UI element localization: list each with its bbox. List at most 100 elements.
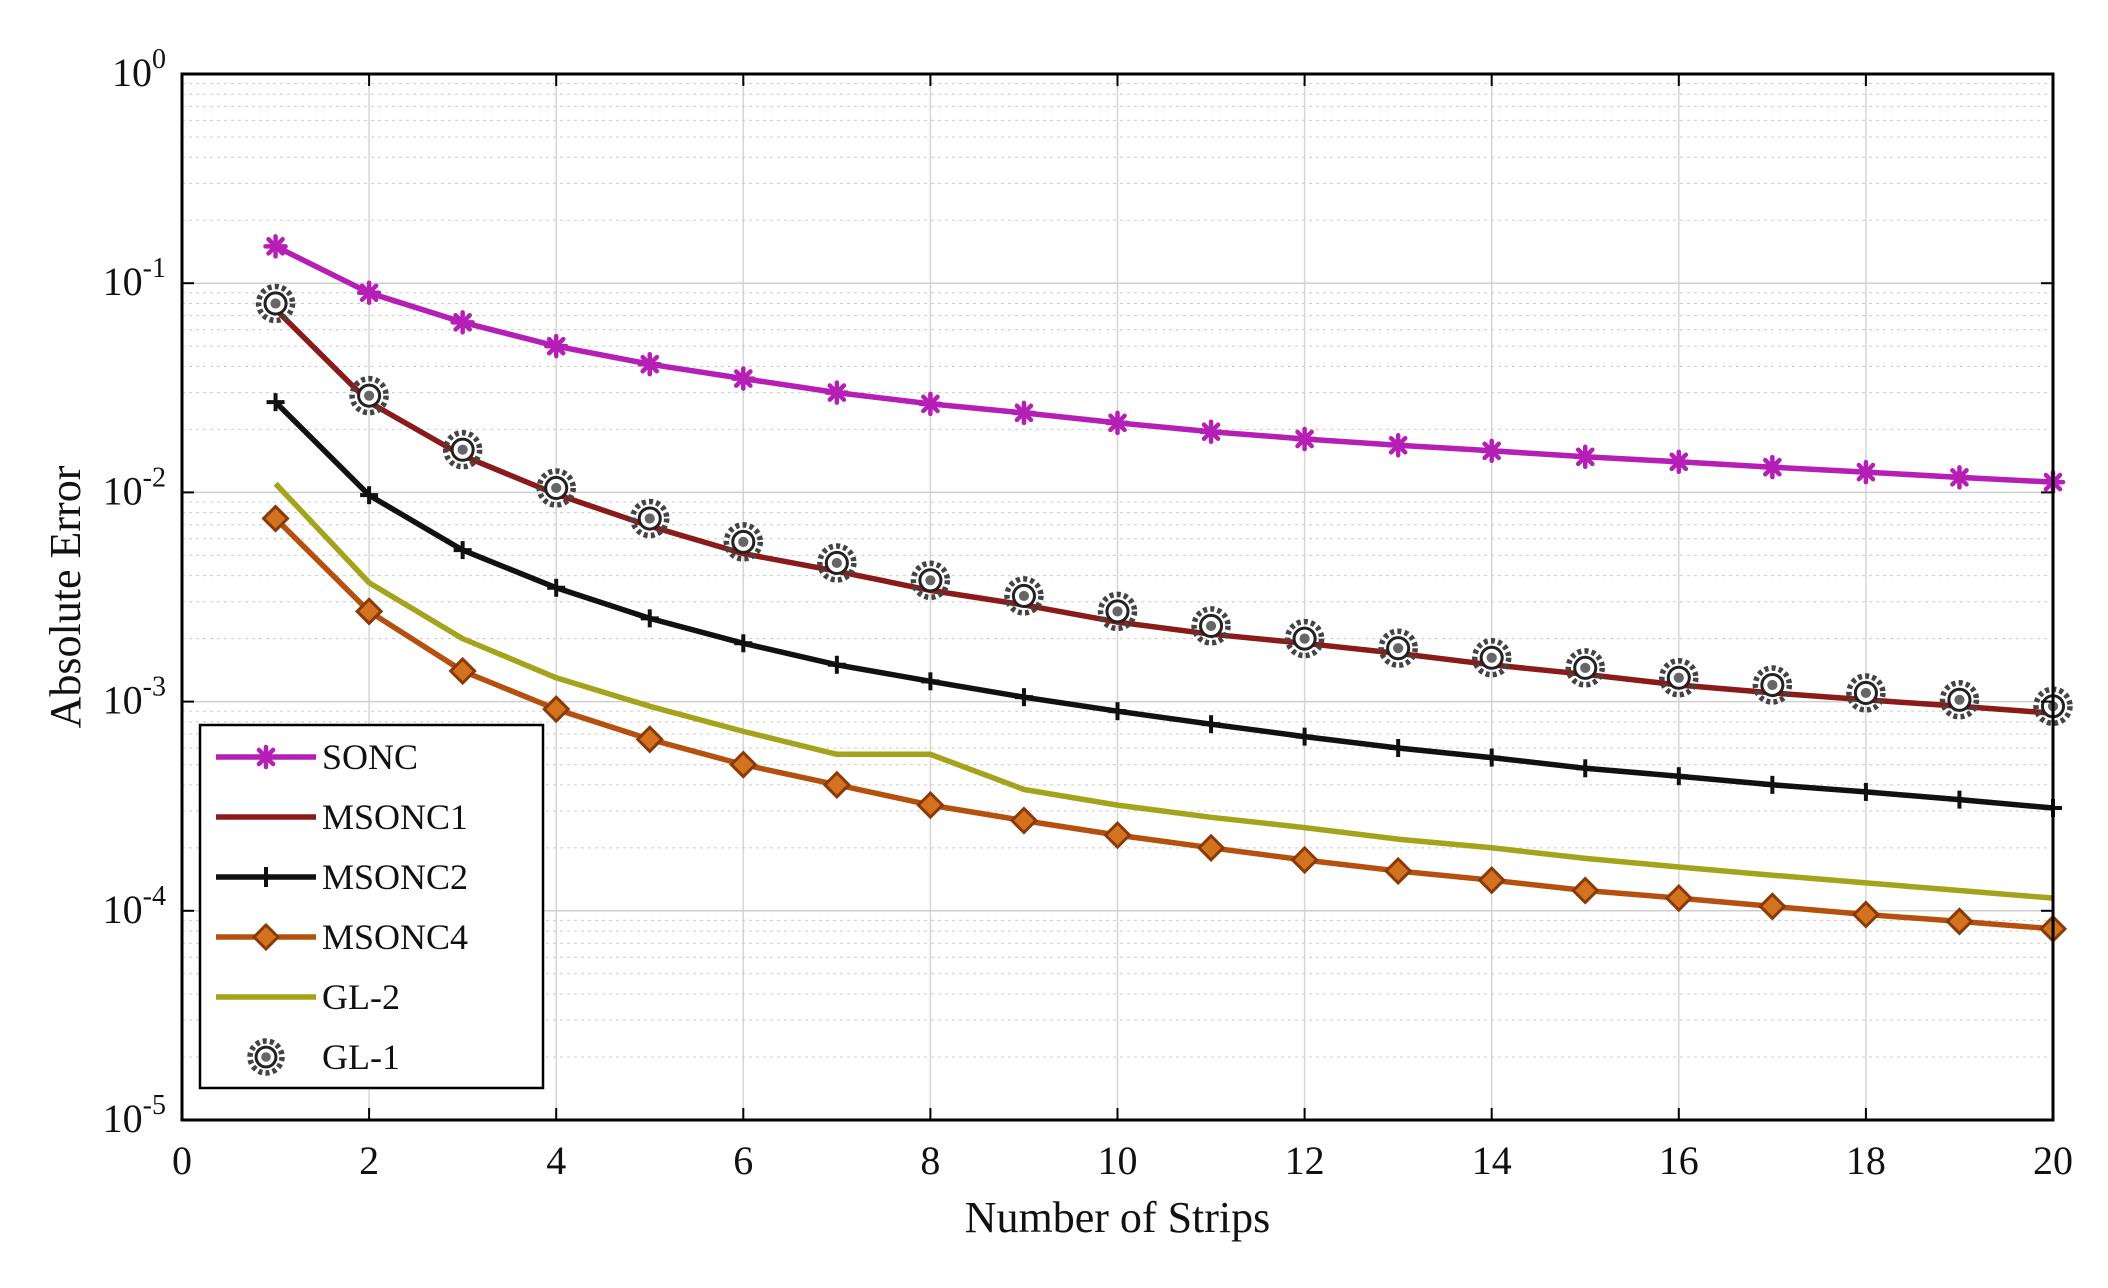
gear-teeth: [1846, 673, 1886, 713]
data-point-sonc: [1573, 444, 1598, 470]
gear-teeth: [349, 375, 389, 416]
gear-teeth: [1939, 680, 1980, 720]
series-line-gl-2: [273, 481, 2054, 901]
x-tick-label: 0: [172, 1138, 192, 1183]
star-ray: [1201, 422, 1221, 442]
data-point-gl-1: [349, 375, 389, 416]
x-tick-label: 14: [1472, 1138, 1512, 1183]
legend-swatch-marker: [256, 867, 276, 887]
data-point-gl-1: [1191, 606, 1231, 646]
data-point-sonc: [1947, 465, 1972, 490]
data-point-gl-1: [1659, 658, 1699, 698]
legend-label-msonc2: MSONC2: [322, 857, 468, 897]
data-point-msonc4: [916, 791, 945, 820]
series-line-msonc4: [273, 516, 2054, 932]
data-point-gl-1: [255, 283, 296, 324]
data-point-gl-1: [1097, 591, 1138, 632]
x-tick-label: 8: [920, 1138, 940, 1183]
legend-label-msonc4: MSONC4: [322, 917, 468, 957]
data-point-msonc2: [734, 634, 753, 653]
legend-item-msonc2: MSONC2: [216, 857, 468, 897]
data-point-gl-1: [817, 543, 857, 583]
gear-teeth: [255, 283, 296, 324]
data-point-gl-1: [630, 498, 670, 539]
data-point-msonc4: [729, 750, 758, 779]
legend-label-sonc: SONC: [322, 737, 418, 777]
gear-hub: [1767, 679, 1778, 691]
data-point-gl-1: [1004, 576, 1044, 616]
data-point-msonc4: [635, 725, 664, 754]
star-ray: [1388, 435, 1408, 455]
data-point-sonc: [1011, 400, 1037, 426]
data-point-sonc: [1479, 438, 1504, 464]
gear-hub: [644, 513, 655, 524]
gear-teeth: [1284, 618, 1325, 659]
x-tick-label: 10: [1098, 1138, 1138, 1183]
gear-teeth: [1752, 665, 1793, 705]
data-point-msonc4: [1571, 876, 1600, 905]
data-point-msonc2: [827, 655, 846, 674]
x-tick-label: 12: [1285, 1138, 1325, 1183]
star-ray: [921, 394, 940, 414]
legend-box: [198, 723, 545, 1090]
gear-hub: [1486, 652, 1497, 663]
data-point-msonc2: [1202, 715, 1221, 734]
data-point-msonc4: [1103, 821, 1132, 850]
star-ray: [1763, 457, 1782, 477]
gear-teeth: [817, 543, 857, 583]
gear-hub: [1112, 606, 1123, 617]
data-point-sonc: [1385, 433, 1411, 458]
gear-hub: [364, 390, 375, 401]
data-point-msonc4: [1758, 892, 1787, 921]
data-point-msonc4: [1196, 833, 1226, 862]
legend-swatch-marker: [247, 1038, 285, 1076]
star-ray: [1575, 447, 1595, 467]
data-point-gl-1: [1565, 648, 1605, 688]
data-point-msonc2: [1108, 702, 1127, 721]
axis-ticks: 0 2 4 6 8 10 12 14 16 18 20 100 10-1 10-2 10-3 10-4 10-5: [103, 44, 2073, 1183]
data-point-msonc4: [1664, 883, 1693, 913]
gear-hub: [1860, 687, 1871, 699]
gear-hub: [1580, 662, 1591, 673]
gear-teeth: [1097, 591, 1138, 632]
gear-teeth: [1565, 648, 1605, 688]
data-point-msonc2: [1389, 739, 1408, 758]
data-point-sonc: [731, 366, 756, 391]
data-point-sonc: [1666, 449, 1692, 475]
data-point-msonc4: [1477, 866, 1506, 895]
data-point-gl-1: [1378, 628, 1418, 668]
legend-item-msonc1: MSONC1: [216, 797, 468, 837]
data-point-msonc4: [1851, 900, 1881, 929]
data-point-sonc: [637, 351, 662, 377]
star-ray: [1950, 468, 1969, 487]
data-point-sonc: [356, 280, 382, 306]
gear-teeth: [247, 1038, 285, 1076]
data-point-sonc: [824, 380, 850, 405]
star-ray: [827, 383, 847, 402]
star-ray: [1108, 413, 1127, 433]
legend-item-gl-1: GL-1: [247, 1037, 400, 1077]
y-tick-label: 10-2: [103, 462, 166, 513]
star-ray: [546, 336, 566, 356]
data-point-gl-1: [1939, 680, 1980, 720]
gear-teeth: [442, 429, 483, 470]
series-markers: [255, 234, 2073, 943]
gear-hub: [1018, 590, 1030, 602]
data-point-gl-1: [1284, 618, 1325, 659]
gear-hub: [551, 482, 562, 494]
y-tick-label: 10-5: [103, 1090, 166, 1141]
data-point-msonc2: [1763, 775, 1782, 794]
x-tick-label: 6: [733, 1138, 753, 1183]
star-ray: [1014, 403, 1034, 423]
axis-labels: Number of Strips Absolute Error: [41, 465, 1270, 1242]
gear-hub: [1393, 643, 1404, 654]
data-point-msonc2: [921, 672, 940, 691]
data-point-msonc4: [448, 656, 477, 686]
series-line-sonc: [274, 243, 2054, 485]
star-ray: [1856, 462, 1876, 482]
star-ray: [733, 369, 753, 388]
x-tick-label: 18: [1846, 1138, 1886, 1183]
